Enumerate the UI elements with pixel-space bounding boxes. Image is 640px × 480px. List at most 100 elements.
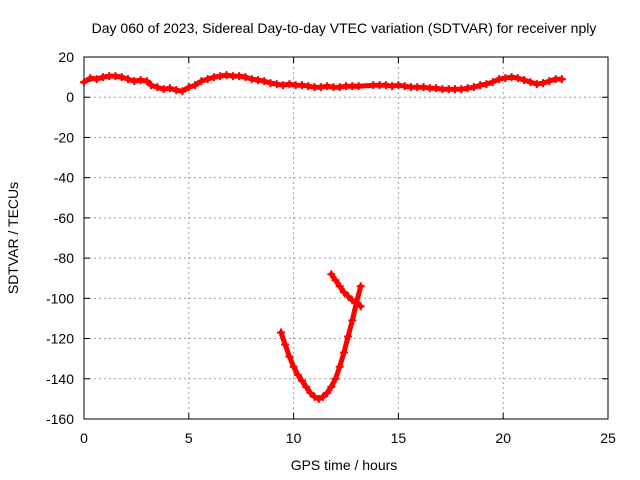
data-point (117, 73, 126, 82)
data-point (520, 76, 529, 85)
data-point (495, 75, 504, 84)
data-point (297, 81, 306, 90)
data-point (335, 282, 344, 291)
y-tick-label: -40 (54, 170, 74, 186)
data-point (184, 83, 193, 92)
data-point (482, 80, 491, 89)
data-point (344, 292, 353, 301)
data-point (419, 83, 428, 92)
data-point (159, 85, 168, 94)
data-point (314, 394, 323, 403)
data-point (92, 75, 101, 84)
data-point (557, 75, 566, 84)
data-point (241, 73, 250, 82)
data-point (381, 81, 390, 90)
y-tick-label: -160 (46, 411, 74, 427)
x-tick-label: 25 (600, 430, 616, 446)
data-point (539, 79, 548, 88)
y-tick-label: -100 (46, 290, 74, 306)
data-point (339, 288, 348, 297)
data-point (318, 392, 327, 401)
data-point (153, 83, 162, 92)
data-point (136, 76, 145, 85)
data-point (335, 83, 344, 92)
data-point (310, 392, 319, 401)
data-point (235, 72, 244, 81)
data-point (142, 77, 151, 86)
data-point (331, 374, 340, 383)
data-point (80, 78, 88, 87)
x-tick-label: 15 (391, 430, 407, 446)
y-tick-label: -60 (54, 210, 74, 226)
data-point (222, 71, 231, 80)
data-point (488, 78, 497, 87)
data-point (277, 328, 286, 337)
x-tick-label: 0 (80, 430, 88, 446)
data-point (388, 82, 397, 91)
data-point (356, 302, 365, 311)
data-point (253, 76, 262, 85)
data-point (507, 73, 516, 82)
data-point (400, 82, 409, 91)
data-point (344, 332, 353, 341)
data-point (513, 74, 522, 83)
series-line (81, 72, 565, 94)
data-point (532, 80, 541, 89)
data-point (304, 82, 313, 91)
data-point (327, 382, 336, 391)
y-tick-label: -20 (54, 129, 74, 145)
data-point (335, 362, 344, 371)
data-point (279, 81, 288, 90)
data-point (203, 75, 212, 84)
data-point (432, 84, 441, 93)
data-point (130, 77, 139, 86)
data-point (526, 78, 535, 87)
data-point (352, 298, 361, 307)
x-tick-label: 20 (495, 430, 511, 446)
data-point (339, 348, 348, 357)
data-point (501, 74, 510, 83)
data-point (281, 340, 290, 349)
data-point (285, 80, 294, 89)
data-point (147, 81, 156, 90)
data-point (323, 82, 332, 91)
y-tick-label: -140 (46, 371, 74, 387)
data-point (247, 75, 256, 84)
x-tick-label: 5 (185, 430, 193, 446)
data-point (316, 83, 325, 92)
data-point (209, 73, 218, 82)
data-point (323, 388, 332, 397)
data-point (98, 73, 107, 82)
y-tick-label: -120 (46, 331, 74, 347)
series-line (278, 283, 364, 402)
data-point (191, 81, 200, 90)
data-point (124, 75, 133, 84)
y-tick-label: -80 (54, 250, 74, 266)
data-point (86, 74, 95, 83)
data-point (289, 362, 298, 371)
y-axis-ticks: -160 -140 -120 -100 -80 -60 -40 -20 0 20 (46, 49, 608, 427)
data-point (302, 382, 311, 391)
data-point (266, 79, 275, 88)
y-tick-label: 0 (66, 89, 74, 105)
x-axis-ticks: 0 5 10 15 20 25 (80, 57, 616, 446)
data-point (260, 77, 269, 86)
data-point (354, 82, 363, 91)
data-point (327, 270, 336, 279)
data-point (394, 81, 403, 90)
data-point (172, 86, 181, 95)
data-point (297, 376, 306, 385)
x-tick-label: 10 (286, 430, 302, 446)
data-point (111, 72, 120, 81)
x-axis-label: GPS time / hours (291, 457, 398, 473)
data-series (80, 71, 566, 403)
data-point (306, 388, 315, 397)
data-point (457, 85, 466, 94)
y-tick-label: 20 (58, 49, 74, 65)
data-point (463, 84, 472, 93)
data-point (178, 87, 187, 96)
chart-title: Day 060 of 2023, Sidereal Day-to-day VTE… (92, 20, 597, 36)
data-point (165, 84, 174, 93)
data-point (197, 77, 206, 86)
